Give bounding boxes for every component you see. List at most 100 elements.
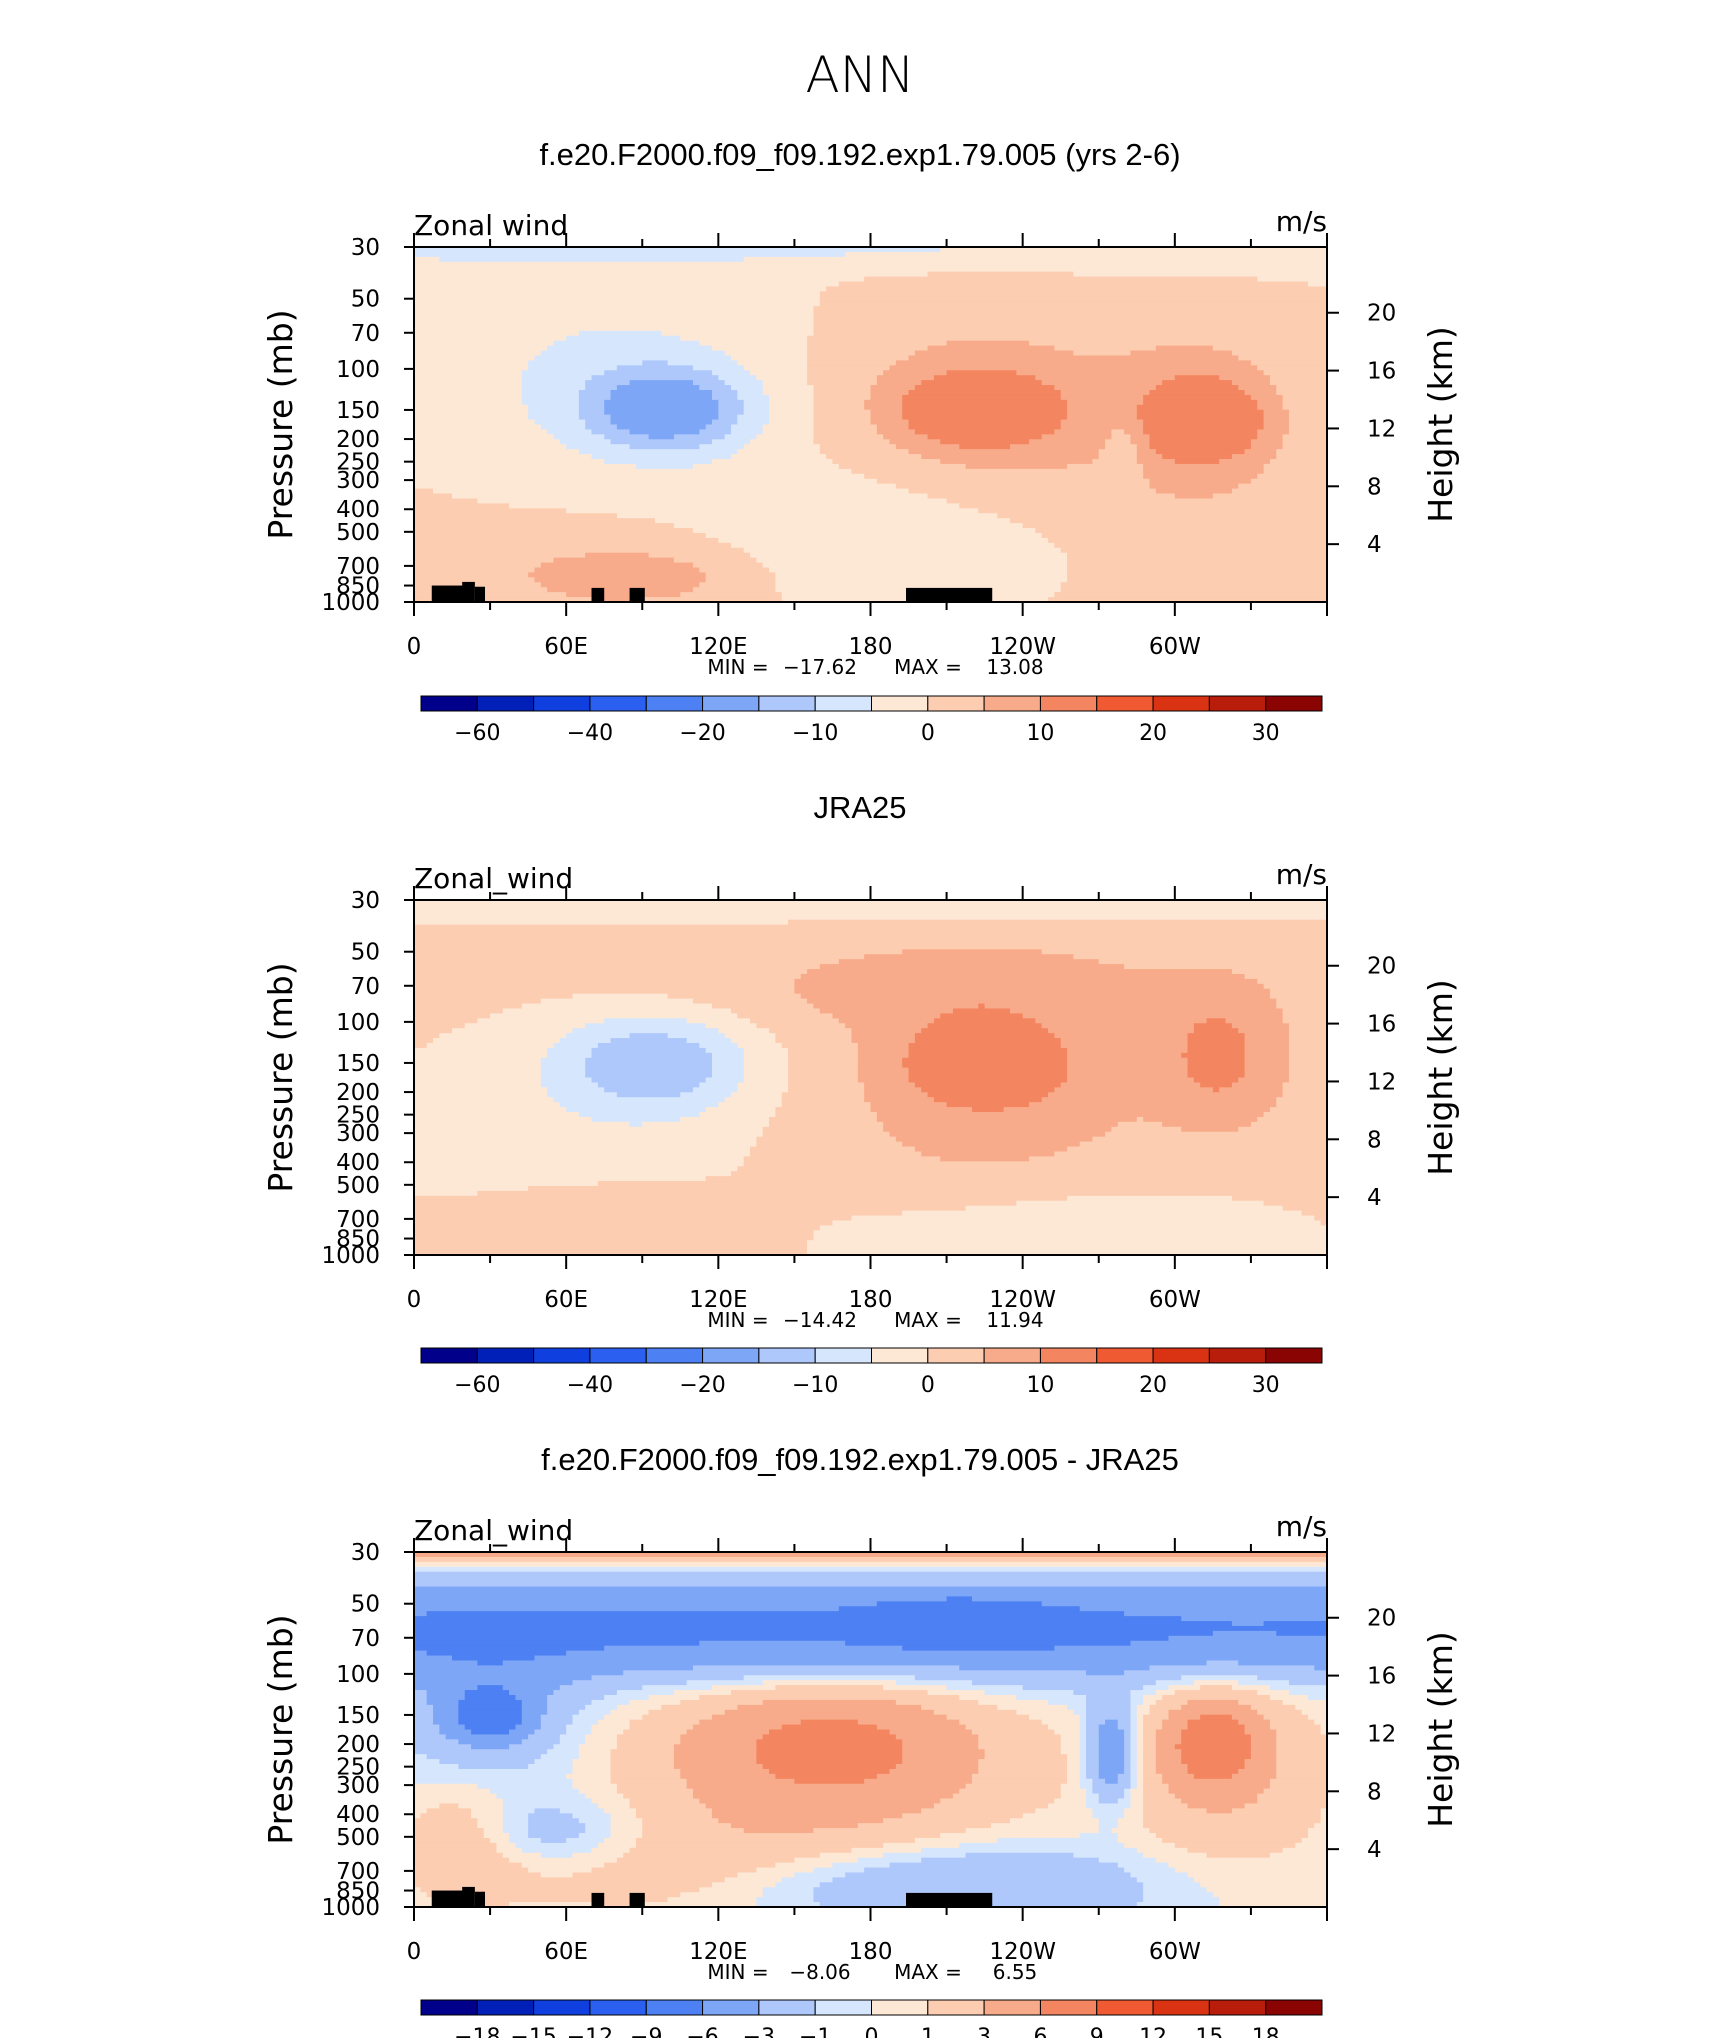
colorbar-label: −40 bbox=[567, 721, 613, 746]
field-cell bbox=[1117, 1719, 1132, 1726]
field-cell bbox=[870, 1102, 948, 1108]
field-cell bbox=[711, 389, 738, 396]
field-cell bbox=[414, 1126, 764, 1133]
field-cell bbox=[1263, 1621, 1327, 1627]
field-cell bbox=[610, 1038, 688, 1044]
field-cell bbox=[807, 1240, 1327, 1246]
field-cell bbox=[591, 1047, 707, 1054]
field-cell bbox=[1048, 1028, 1195, 1034]
field-cell bbox=[762, 429, 815, 435]
field-cell bbox=[1022, 523, 1327, 529]
field-cell bbox=[414, 301, 821, 307]
field-cell bbox=[1086, 1798, 1100, 1805]
field-cell bbox=[1257, 276, 1327, 283]
field-cell bbox=[591, 1847, 631, 1854]
field-cell bbox=[1079, 1749, 1087, 1755]
field-cell bbox=[902, 1813, 1024, 1819]
field-cell bbox=[1168, 1709, 1258, 1716]
field-cell bbox=[585, 1072, 713, 1079]
field-cell bbox=[914, 350, 1074, 357]
field-cell bbox=[1092, 1778, 1106, 1785]
colorbar-swatch bbox=[927, 1999, 985, 2016]
field-cell bbox=[414, 355, 536, 362]
field-cell bbox=[509, 1902, 605, 1907]
field-cell bbox=[578, 414, 612, 421]
field-cell bbox=[813, 1003, 979, 1010]
field-cell bbox=[876, 429, 916, 435]
field-cell bbox=[585, 1739, 618, 1745]
field-cell bbox=[1067, 1077, 1195, 1084]
field-cell bbox=[819, 964, 1125, 970]
field-cell bbox=[813, 1828, 967, 1834]
field-cell bbox=[464, 1694, 517, 1701]
field-cell bbox=[914, 1033, 1055, 1039]
field-cell bbox=[414, 1097, 555, 1103]
field-cell bbox=[610, 389, 713, 396]
field-cell bbox=[667, 1897, 757, 1903]
field-cell bbox=[616, 513, 998, 519]
field-cell bbox=[572, 993, 669, 1000]
field-cell bbox=[813, 311, 1327, 317]
field-cell bbox=[914, 1038, 1062, 1044]
field-cell bbox=[908, 389, 1062, 396]
field-cell bbox=[1098, 454, 1138, 460]
field-cell bbox=[414, 291, 821, 297]
field-cell bbox=[756, 1749, 903, 1755]
field-cell bbox=[502, 1813, 529, 1819]
field-cell bbox=[1111, 1126, 1182, 1133]
field-cell bbox=[921, 1704, 998, 1711]
field-cell bbox=[414, 1225, 821, 1231]
field-cell bbox=[1244, 1803, 1327, 1809]
field-cell bbox=[959, 1665, 1151, 1671]
field-cell bbox=[1187, 1768, 1239, 1775]
field-cell bbox=[1155, 1749, 1182, 1755]
field-cell bbox=[1117, 1862, 1170, 1869]
field-cell bbox=[1136, 1739, 1144, 1745]
field-cell bbox=[769, 414, 815, 421]
field-cell bbox=[1231, 1685, 1271, 1691]
field-cell bbox=[1187, 1062, 1246, 1069]
field-cell bbox=[414, 552, 586, 559]
field-cell bbox=[743, 1161, 1327, 1167]
field-cell bbox=[1231, 350, 1327, 357]
field-cell bbox=[1231, 1195, 1327, 1202]
field-cell bbox=[414, 1581, 1327, 1588]
field-cell bbox=[1181, 1675, 1258, 1681]
field-cell bbox=[1035, 375, 1176, 381]
field-cell bbox=[769, 1729, 891, 1736]
field-cell bbox=[895, 1699, 979, 1706]
field-cell bbox=[1269, 1724, 1322, 1731]
field-cell bbox=[1060, 424, 1144, 431]
field-cell bbox=[1282, 1699, 1327, 1706]
field-cell bbox=[1067, 1062, 1189, 1069]
colorbar-swatch bbox=[702, 1999, 760, 2016]
field-cell bbox=[1288, 1033, 1327, 1039]
field-cell bbox=[914, 1837, 998, 1844]
field-cell bbox=[1143, 1823, 1315, 1829]
field-cell bbox=[1276, 1744, 1327, 1750]
field-cell bbox=[616, 1704, 662, 1711]
field-cell bbox=[971, 1680, 1157, 1686]
field-cell bbox=[458, 1704, 523, 1711]
field-cell bbox=[414, 1744, 472, 1750]
field-cell bbox=[902, 1645, 1055, 1652]
field-cell bbox=[610, 439, 713, 445]
colorbar-swatch bbox=[702, 1347, 760, 1364]
height-tick-label: 20 bbox=[1367, 954, 1396, 980]
field-cell bbox=[902, 399, 1068, 406]
colorbar-label: 30 bbox=[1252, 1373, 1280, 1398]
field-cell bbox=[845, 1023, 929, 1029]
colorbar-label: −9 bbox=[630, 2025, 662, 2038]
field-cell bbox=[1282, 1008, 1327, 1015]
field-cell bbox=[414, 1552, 1327, 1558]
field-cell bbox=[610, 1749, 675, 1755]
field-cell bbox=[699, 1042, 738, 1049]
field-cell bbox=[1149, 478, 1252, 485]
field-cell bbox=[572, 1764, 612, 1770]
field-cell bbox=[414, 1635, 1170, 1642]
field-cell bbox=[1250, 1754, 1277, 1760]
field-cell bbox=[591, 454, 732, 460]
field-cell bbox=[426, 1892, 681, 1898]
field-cell bbox=[414, 1151, 751, 1157]
field-cell bbox=[927, 1092, 1049, 1098]
